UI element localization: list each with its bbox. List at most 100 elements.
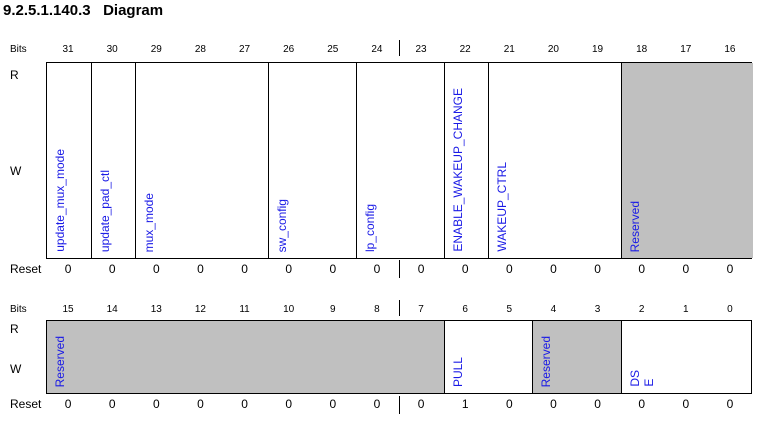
bit-number: 15 <box>62 304 74 315</box>
reset-value: 0 <box>373 262 381 276</box>
reset-value: 0 <box>329 397 337 411</box>
register-field: mux_mode <box>135 63 267 258</box>
reset-value: 0 <box>682 262 690 276</box>
reserved-field: Reserved <box>47 321 445 393</box>
bit-number: 23 <box>415 44 427 55</box>
reset-value: 0 <box>550 397 557 411</box>
register-field: WAKEUP_CTRL <box>488 63 620 258</box>
bit-number: 30 <box>106 44 118 55</box>
reset-value: 0 <box>108 262 116 276</box>
reset-value: 1 <box>461 397 469 411</box>
bit-number: 10 <box>283 304 295 315</box>
bit-number: 3 <box>594 304 601 315</box>
lower-register-row: Reserved PULL Reserved DS E <box>46 320 752 394</box>
bit-number: 6 <box>462 304 468 315</box>
reset-value: 0 <box>64 397 72 411</box>
upper-halfword-divider-bottom <box>399 260 400 278</box>
reset-value: 0 <box>373 397 381 411</box>
register-field: PULL <box>444 321 532 393</box>
reset-value: 0 <box>505 262 513 276</box>
bit-number: 27 <box>239 44 251 55</box>
register-field: ENABLE_WAKEUP_CHANGE <box>444 63 488 258</box>
reset-value: 0 <box>197 262 204 276</box>
reset-value: 0 <box>64 262 72 276</box>
bit-number: 21 <box>503 44 515 55</box>
reset-value: 0 <box>594 397 601 411</box>
reset-value: 0 <box>461 262 469 276</box>
bit-number: 18 <box>636 44 648 55</box>
field-name: PULL <box>451 356 466 387</box>
field-name: DS E <box>627 370 656 387</box>
upper-halfword-divider-top <box>399 40 400 56</box>
section-title: 9.2.5.1.140.3 Diagram <box>3 2 164 19</box>
bit-number: 7 <box>418 304 424 315</box>
field-name: lp_config <box>362 203 377 252</box>
reset-value: 0 <box>241 397 248 411</box>
bit-number: 14 <box>106 304 118 315</box>
bit-number: 24 <box>371 44 383 55</box>
reset-value: 0 <box>726 262 734 276</box>
reset-value: 0 <box>152 262 160 276</box>
field-name: Reserved <box>627 200 642 252</box>
bit-number: 20 <box>547 44 559 55</box>
bit-number: 13 <box>150 304 162 315</box>
lower-halfword-divider-bottom <box>399 396 400 414</box>
bit-number: 25 <box>327 44 339 55</box>
bit-number: 19 <box>592 44 604 55</box>
reset-value: 0 <box>505 397 513 411</box>
bit-number: 4 <box>550 304 557 315</box>
read-label: R <box>10 68 19 82</box>
bit-number: 17 <box>680 44 692 55</box>
bit-number: 2 <box>638 304 645 315</box>
bit-number: 28 <box>194 44 206 55</box>
reset-value: 0 <box>197 397 204 411</box>
bit-number: 0 <box>727 304 733 315</box>
field-name: sw_config <box>274 198 289 252</box>
reset-value: 0 <box>550 262 557 276</box>
register-field: sw_config <box>267 63 356 258</box>
reset-value: 0 <box>285 397 293 411</box>
field-name: mux_mode <box>142 192 157 252</box>
field-name: WAKEUP_CTRL <box>495 162 510 252</box>
bit-number: 9 <box>330 304 336 315</box>
register-field: update_mux_mode <box>47 63 91 258</box>
write-label: W <box>10 164 22 178</box>
reset-value: 0 <box>726 397 734 411</box>
bit-number: 31 <box>62 44 74 55</box>
reset-value: 0 <box>241 262 248 276</box>
field-name: update_mux_mode <box>53 149 67 252</box>
bit-number: 11 <box>239 304 250 315</box>
reset-value: 0 <box>638 262 646 276</box>
write-label-lower: W <box>10 362 22 376</box>
bit-number: 29 <box>150 44 162 55</box>
bit-number: 1 <box>683 304 689 315</box>
bit-number: 22 <box>459 44 471 55</box>
bit-number: 5 <box>506 304 513 315</box>
read-label-lower: R <box>10 322 19 336</box>
reset-value: 0 <box>594 262 601 276</box>
field-name: ENABLE_WAKEUP_CHANGE <box>451 88 466 252</box>
field-name: Reserved <box>539 335 554 387</box>
reset-value: 0 <box>682 397 690 411</box>
bit-number: 12 <box>194 304 206 315</box>
bits-label-lower: Bits <box>10 304 27 315</box>
field-name: update_pad_ctl <box>98 169 113 252</box>
field-name: Reserved <box>53 335 67 387</box>
register-field: update_pad_ctl <box>91 63 135 258</box>
reset-value: 0 <box>108 397 116 411</box>
bit-number: 26 <box>283 44 295 55</box>
reset-value: 0 <box>417 262 425 276</box>
reserved-field: Reserved <box>532 321 621 393</box>
reset-value: 0 <box>417 397 425 411</box>
register-field: DS E <box>620 321 753 393</box>
reset-label-lower: Reset <box>10 397 42 411</box>
reset-value: 0 <box>329 262 337 276</box>
bits-label: Bits <box>10 44 27 55</box>
bit-number: 8 <box>374 304 380 315</box>
reset-value: 0 <box>152 397 160 411</box>
reserved-field: Reserved <box>620 63 753 258</box>
reset-value: 0 <box>638 397 646 411</box>
register-field: lp_config <box>355 63 444 258</box>
reset-value: 0 <box>285 262 293 276</box>
lower-halfword-divider-top <box>399 300 400 316</box>
